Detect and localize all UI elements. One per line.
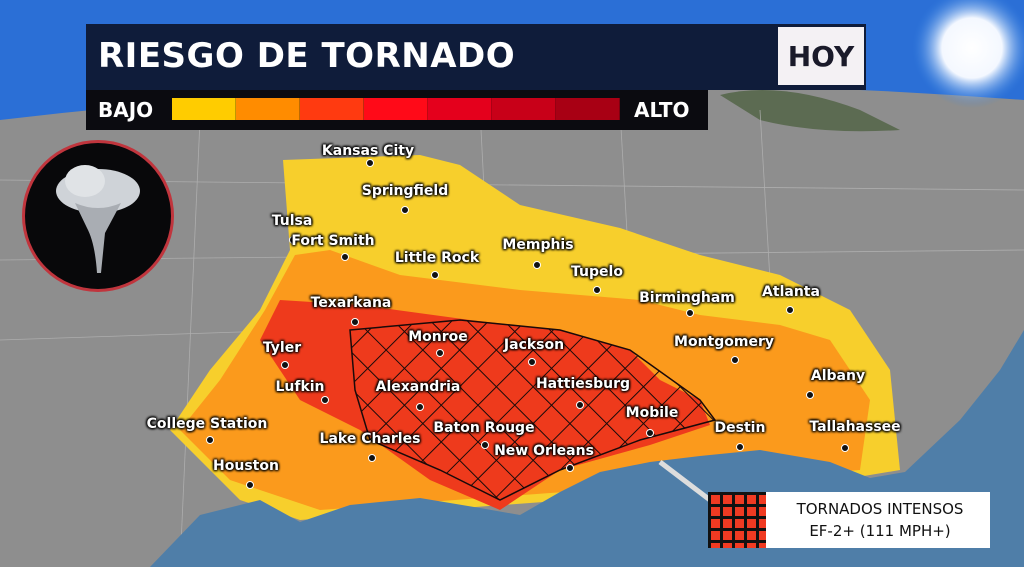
city-marker: [841, 444, 849, 452]
city-marker: [416, 403, 424, 411]
city-marker: [576, 401, 584, 409]
scale-swatch: [492, 98, 556, 120]
city-label: Texarkana: [310, 295, 392, 311]
city-label: Albany: [810, 368, 866, 384]
city-label: Baton Rouge: [433, 420, 535, 436]
hatch-swatch: [708, 492, 766, 548]
city-marker: [341, 253, 349, 261]
legend-line-2: EF-2+ (111 MPH+): [809, 522, 951, 540]
great-lakes: [720, 90, 900, 132]
city-label: Jackson: [503, 337, 565, 353]
city-label: Alexandria: [375, 379, 461, 395]
city-label: Atlanta: [762, 284, 820, 300]
city-label: Lufkin: [275, 379, 325, 395]
city-marker: [401, 206, 409, 214]
city-marker: [786, 306, 794, 314]
city-label: Tupelo: [571, 264, 623, 280]
map-title: RIESGO DE TORNADO: [98, 36, 516, 76]
city-marker: [593, 286, 601, 294]
scale-swatch: [300, 98, 364, 120]
city-marker: [206, 436, 214, 444]
city-label: Monroe: [408, 329, 468, 345]
city-label: Springfield: [361, 183, 449, 199]
city-marker: [321, 396, 329, 404]
day-badge: HOY: [778, 27, 864, 85]
legend-pointer-arrow: [658, 460, 712, 502]
city-label: Birmingham: [639, 290, 735, 306]
city-marker: [533, 261, 541, 269]
city-marker: [806, 391, 814, 399]
city-marker: [351, 318, 359, 326]
city-label: New Orleans: [494, 443, 594, 459]
city-label: Kansas City: [321, 143, 415, 159]
scale-swatches: [172, 98, 620, 120]
legend-line-1: TORNADOS INTENSOS: [796, 500, 964, 518]
city-marker: [731, 356, 739, 364]
city-label: Montgomery: [674, 334, 774, 350]
city-marker: [246, 481, 254, 489]
city-label: Mobile: [625, 405, 679, 421]
city-label: Houston: [213, 458, 279, 474]
intense-tornado-hatch-zone: [349, 319, 717, 501]
city-label: Tulsa: [271, 213, 313, 229]
scale-swatch: [236, 98, 300, 120]
city-label: Destin: [714, 420, 766, 436]
sun-icon: [912, 0, 1024, 108]
city-label: Hattiesburg: [535, 376, 631, 392]
city-label: Fort Smith: [291, 233, 375, 249]
title-bar: RIESGO DE TORNADO HOY: [86, 24, 866, 90]
city-label: Memphis: [502, 237, 574, 253]
city-marker: [646, 429, 654, 437]
tornado-icon: [22, 140, 174, 292]
city-marker: [686, 309, 694, 317]
city-label: Little Rock: [394, 250, 480, 266]
city-marker: [366, 159, 374, 167]
scale-swatch: [172, 98, 236, 120]
city-marker: [736, 443, 744, 451]
scale-high-label: ALTO: [634, 98, 690, 122]
city-marker: [481, 441, 489, 449]
scale-swatch: [428, 98, 492, 120]
city-marker: [528, 358, 536, 366]
scale-low-label: BAJO: [98, 98, 154, 122]
city-marker: [431, 271, 439, 279]
risk-scale: BAJO ALTO: [86, 90, 708, 130]
city-label: Tyler: [262, 340, 302, 356]
scale-swatch: [364, 98, 428, 120]
intense-tornado-legend: TORNADOS INTENSOS EF-2+ (111 MPH+): [708, 492, 990, 548]
city-marker: [566, 464, 574, 472]
city-label: Tallahassee: [809, 419, 901, 435]
city-marker: [436, 349, 444, 357]
city-marker: [281, 361, 289, 369]
city-label: Lake Charles: [319, 431, 421, 447]
scale-swatch: [556, 98, 620, 120]
city-marker: [289, 236, 297, 244]
city-marker: [368, 454, 376, 462]
city-label: College Station: [146, 416, 268, 432]
